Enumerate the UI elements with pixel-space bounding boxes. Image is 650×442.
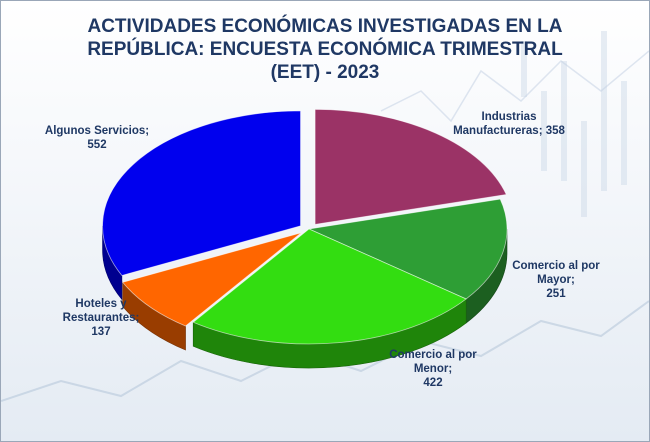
chart-title-line-1: ACTIVIDADES ECONÓMICAS INVESTIGADAS EN L… [87,16,563,37]
data-label-algunos-servicios: Algunos Servicios; 552 [44,125,150,151]
data-label-industrias: Industrias Manufactureras; 358 [453,111,565,137]
chart-title-line-3: (EET) - 2023 [270,62,380,83]
chart-title: ACTIVIDADES ECONÓMICAS INVESTIGADAS EN L… [1,15,649,84]
pie-slice-1 [307,198,508,300]
chart-title-line-2: REPÚBLICA: ENCUESTA ECONÓMICA TRIMESTRAL [87,39,563,60]
data-label-comercio-menor: Comercio al por Menor; 422 [389,349,477,389]
data-label-comercio-mayor: Comercio al por Mayor; 251 [512,260,600,300]
pie-slice-4 [102,110,301,276]
pie-slice-0 [314,108,507,225]
pie-slice-3 [121,232,302,327]
pie-slice-2 [192,228,467,345]
data-label-hoteles: Hoteles y Restaurantes; 137 [62,298,140,338]
